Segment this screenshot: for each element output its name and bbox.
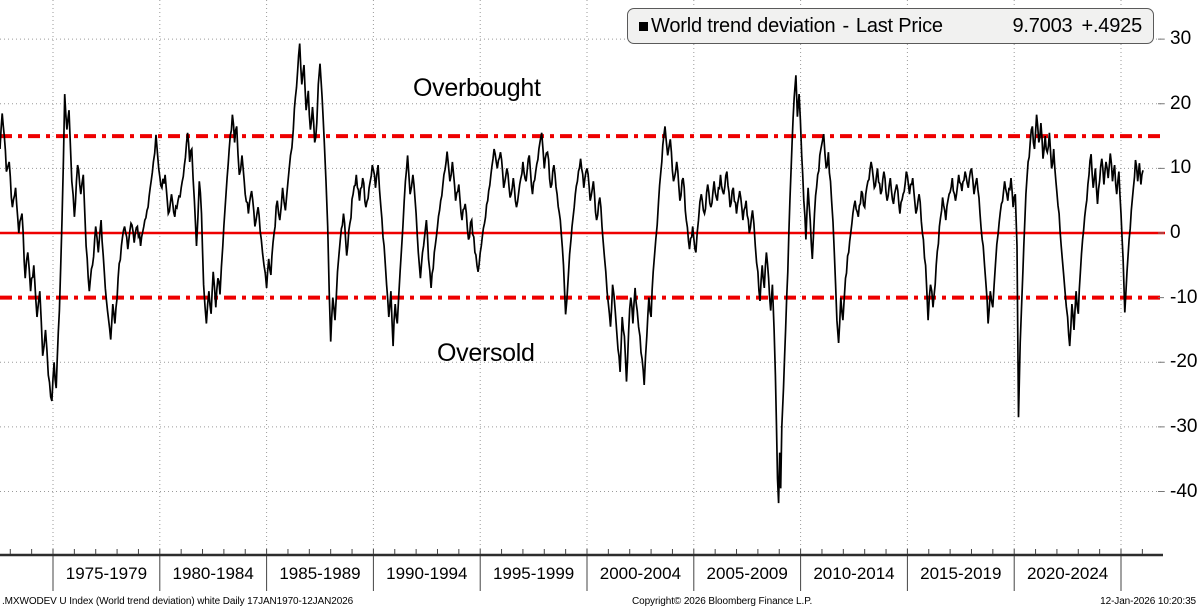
series-bullet-icon	[639, 21, 648, 31]
y-axis-tick-label: -20	[1170, 351, 1198, 373]
x-axis-period-label: 1995-1999	[492, 564, 575, 583]
x-axis-period-label: 1985-1989	[279, 564, 361, 583]
price-change-value: +.4925	[1081, 14, 1142, 37]
x-axis-period-label: 2020-2024	[1026, 564, 1109, 583]
oversold-label: Oversold	[437, 339, 535, 367]
price-line-path	[0, 43, 1144, 504]
x-axis-period-label: 1980-1984	[172, 564, 254, 583]
last-price-label: Last Price	[855, 14, 943, 37]
x-axis-period-label: 2010-2014	[813, 564, 895, 583]
timestamp: 12-Jan-2026 10:20:35	[1100, 596, 1196, 607]
copyright-text: Copyright© 2026 Bloomberg Finance L.P.	[632, 596, 813, 607]
y-axis-tick-label: 30	[1170, 28, 1192, 50]
y-axis-tick-label: -30	[1170, 415, 1198, 437]
y-axis-tick-label: -10	[1170, 286, 1198, 308]
legend-box[interactable]: World trend deviation - Last Price 9.700…	[627, 8, 1154, 44]
ticker-description: .MXWODEV U Index (World trend deviation)…	[2, 596, 354, 607]
x-axis-period-label: 2015-2019	[920, 564, 1002, 583]
y-axis-tick-label: 10	[1170, 157, 1192, 179]
x-axis-period-label: 1990-1994	[386, 564, 468, 583]
x-axis-period-label: 1975-1979	[65, 564, 148, 583]
status-bar: .MXWODEV U Index (World trend deviation)…	[0, 596, 1200, 608]
series-label: World trend deviation	[651, 14, 836, 37]
y-axis-tick-label: -40	[1170, 480, 1198, 502]
y-axis-tick-label: 0	[1170, 222, 1181, 243]
legend-separator: -	[842, 14, 849, 37]
y-axis-tick-label: 20	[1170, 92, 1192, 114]
x-axis-period-label: 2005-2009	[706, 564, 788, 583]
last-price-value: 9.7003	[1012, 14, 1073, 37]
overbought-label: Overbought	[413, 74, 541, 102]
x-axis-period-label: 2000-2004	[599, 564, 682, 583]
